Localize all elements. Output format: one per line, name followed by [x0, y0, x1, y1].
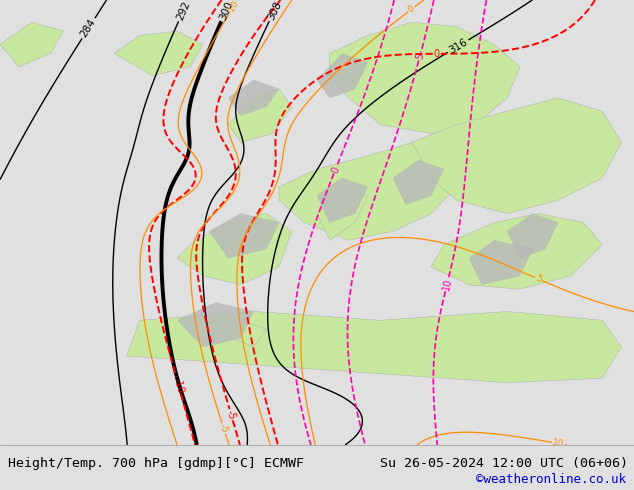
Text: 300: 300 — [217, 0, 235, 22]
Polygon shape — [507, 214, 558, 258]
Text: 5: 5 — [534, 274, 543, 284]
Text: -10: -10 — [225, 0, 240, 16]
Polygon shape — [317, 178, 368, 222]
Polygon shape — [393, 160, 444, 205]
Text: -10: -10 — [172, 376, 186, 394]
Text: 316: 316 — [447, 37, 469, 55]
Polygon shape — [317, 187, 368, 240]
Text: 308: 308 — [266, 0, 283, 22]
Text: 0: 0 — [330, 165, 341, 174]
Polygon shape — [222, 320, 266, 347]
Polygon shape — [228, 89, 292, 143]
Text: 5: 5 — [414, 52, 425, 61]
Text: -5: -5 — [225, 409, 237, 421]
Polygon shape — [412, 98, 621, 214]
Polygon shape — [0, 22, 63, 67]
Text: -5: -5 — [218, 423, 230, 434]
Polygon shape — [178, 214, 292, 285]
Text: ©weatheronline.co.uk: ©weatheronline.co.uk — [476, 473, 626, 487]
Polygon shape — [178, 302, 254, 347]
Polygon shape — [431, 214, 602, 289]
Text: Su 26-05-2024 12:00 UTC (06+06): Su 26-05-2024 12:00 UTC (06+06) — [380, 457, 628, 470]
Polygon shape — [330, 22, 520, 133]
Text: 284: 284 — [79, 17, 98, 39]
Text: 0: 0 — [434, 49, 440, 59]
Text: 10: 10 — [552, 438, 565, 449]
Polygon shape — [317, 53, 368, 98]
Text: 292: 292 — [175, 0, 192, 22]
Polygon shape — [279, 143, 456, 240]
Polygon shape — [228, 80, 279, 116]
Polygon shape — [127, 312, 621, 383]
Text: Height/Temp. 700 hPa [gdmp][°C] ECMWF: Height/Temp. 700 hPa [gdmp][°C] ECMWF — [8, 457, 304, 470]
Text: 10: 10 — [441, 277, 453, 292]
Polygon shape — [209, 214, 279, 258]
Text: 0: 0 — [406, 4, 417, 15]
Polygon shape — [469, 240, 533, 285]
Polygon shape — [114, 31, 203, 75]
